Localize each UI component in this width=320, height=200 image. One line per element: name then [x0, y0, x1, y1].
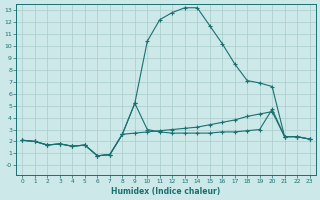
X-axis label: Humidex (Indice chaleur): Humidex (Indice chaleur): [111, 187, 221, 196]
